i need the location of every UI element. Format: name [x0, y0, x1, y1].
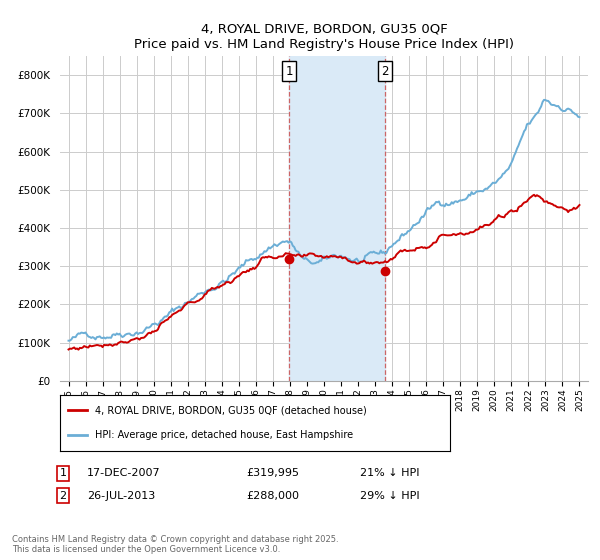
Text: 26-JUL-2013: 26-JUL-2013: [87, 491, 155, 501]
Text: £288,000: £288,000: [246, 491, 299, 501]
Bar: [289, 56, 385, 381]
Text: 1: 1: [286, 65, 293, 78]
Text: 17-DEC-2007: 17-DEC-2007: [87, 468, 161, 478]
Text: 2: 2: [59, 491, 67, 501]
Text: 29% ↓ HPI: 29% ↓ HPI: [360, 491, 419, 501]
Text: 4, ROYAL DRIVE, BORDON, GU35 0QF (detached house): 4, ROYAL DRIVE, BORDON, GU35 0QF (detach…: [95, 405, 367, 416]
Text: Contains HM Land Registry data © Crown copyright and database right 2025.
This d: Contains HM Land Registry data © Crown c…: [12, 535, 338, 554]
Text: 1: 1: [59, 468, 67, 478]
Text: 2: 2: [381, 65, 389, 78]
Text: 21% ↓ HPI: 21% ↓ HPI: [360, 468, 419, 478]
Text: £319,995: £319,995: [246, 468, 299, 478]
Title: 4, ROYAL DRIVE, BORDON, GU35 0QF
Price paid vs. HM Land Registry's House Price I: 4, ROYAL DRIVE, BORDON, GU35 0QF Price p…: [134, 22, 514, 50]
Text: HPI: Average price, detached house, East Hampshire: HPI: Average price, detached house, East…: [95, 430, 353, 440]
